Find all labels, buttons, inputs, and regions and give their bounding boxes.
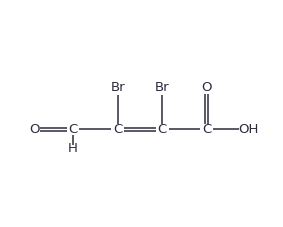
Text: C: C bbox=[113, 123, 122, 136]
Text: H: H bbox=[68, 142, 78, 155]
Text: Br: Br bbox=[110, 81, 125, 94]
Text: C: C bbox=[202, 123, 211, 136]
Text: C: C bbox=[68, 123, 78, 136]
Text: Br: Br bbox=[155, 81, 170, 94]
Text: C: C bbox=[158, 123, 167, 136]
Text: O: O bbox=[201, 81, 212, 94]
Text: O: O bbox=[29, 123, 40, 136]
Text: OH: OH bbox=[238, 123, 258, 136]
